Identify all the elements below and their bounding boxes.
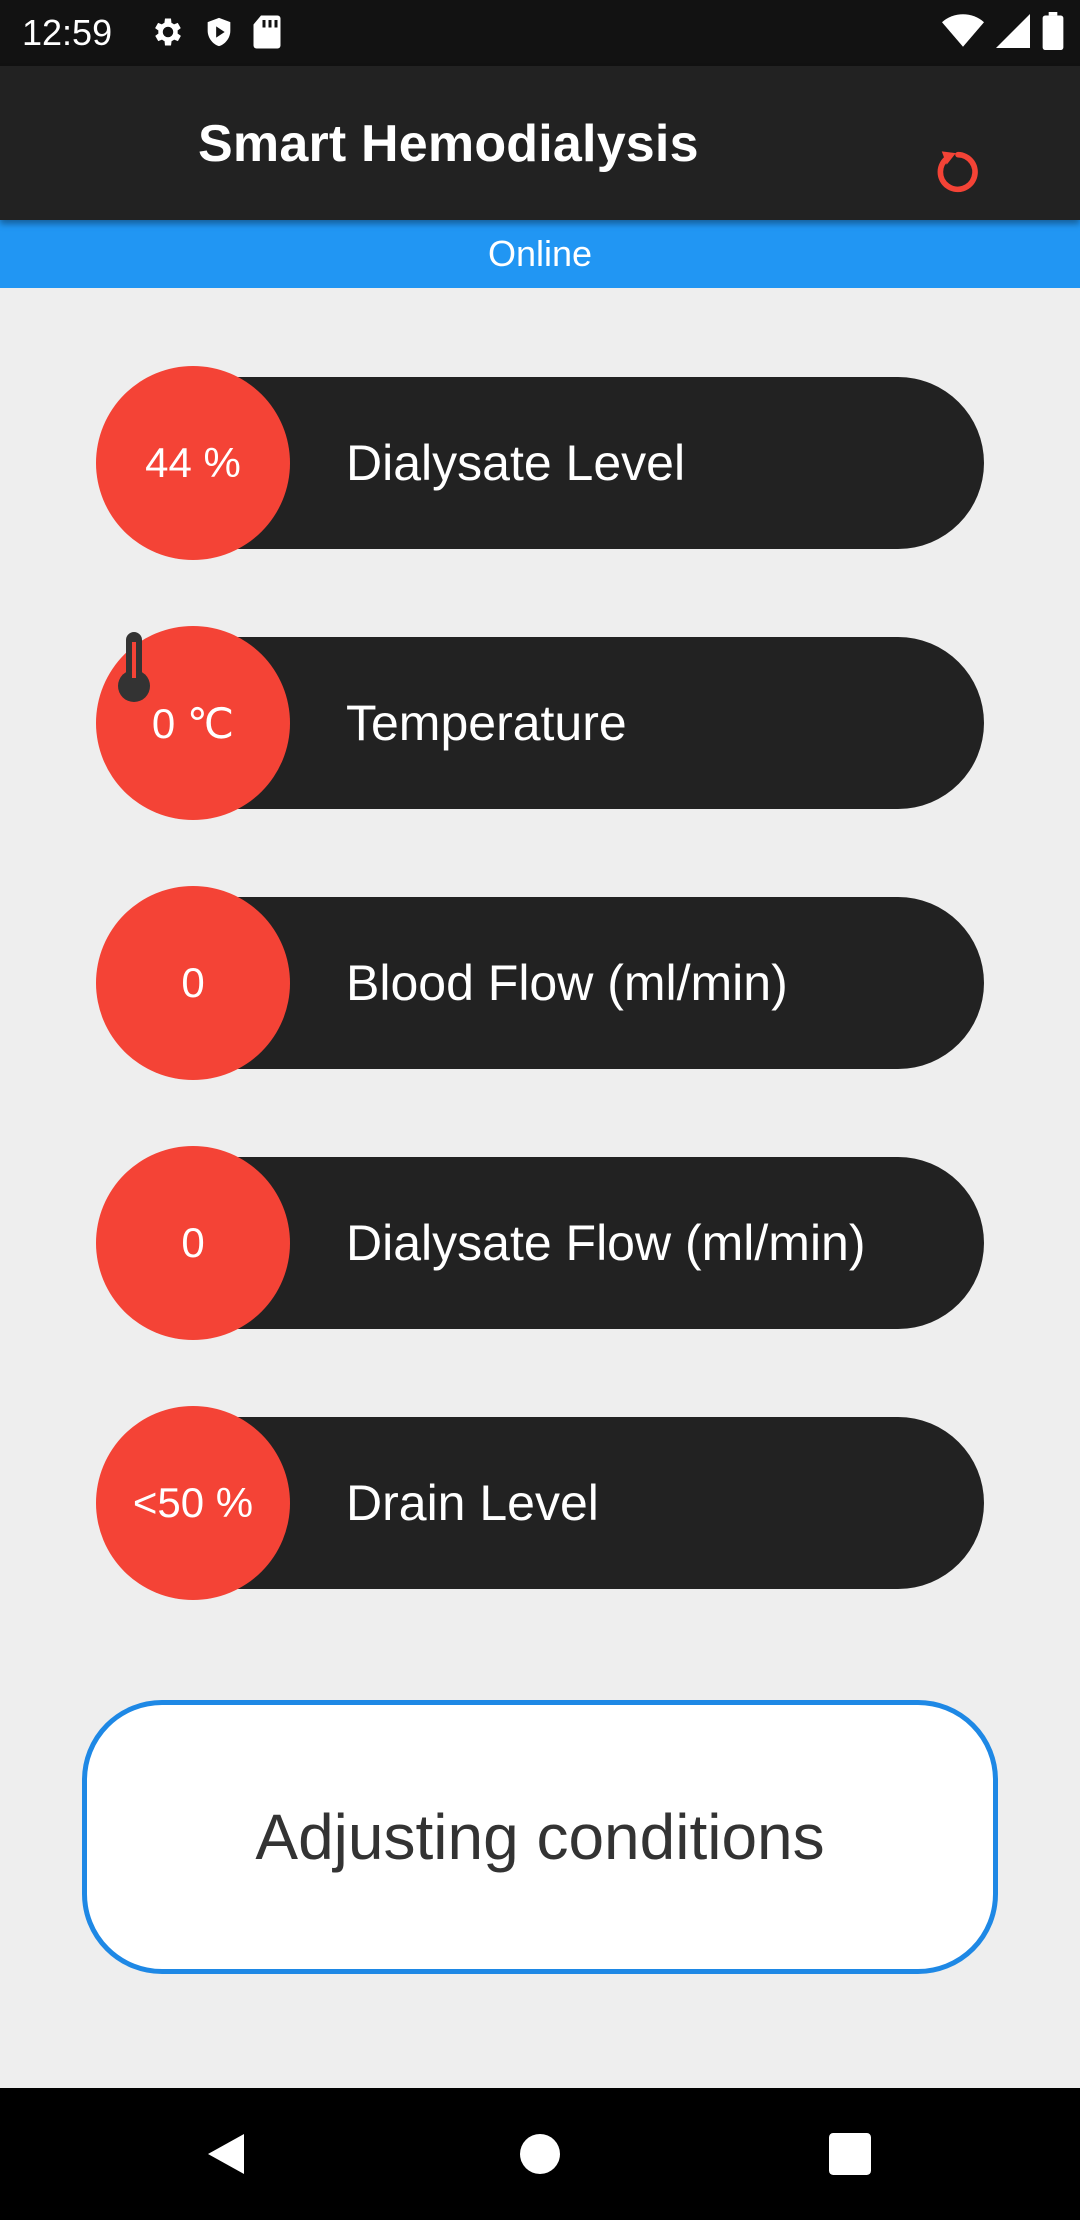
wifi-icon [942, 13, 984, 54]
metric-dialysate-level: 44 % Dialysate Level [96, 366, 984, 560]
back-button[interactable] [196, 2126, 256, 2186]
app-bar: Smart Hemodialysis [0, 66, 1080, 220]
page-title: Smart Hemodialysis [198, 115, 699, 173]
metric-value: 0 [181, 1219, 205, 1266]
metric-bar [216, 637, 984, 809]
home-button[interactable] [510, 2126, 570, 2186]
metric-value: <50 % [132, 1479, 254, 1526]
metric-label: Dialysate Level [346, 435, 686, 491]
home-icon [518, 2132, 562, 2181]
metric-label: Dialysate Flow (ml/min) [346, 1215, 866, 1271]
system-nav-bar [0, 2088, 1080, 2220]
back-icon [204, 2130, 248, 2183]
battery-icon [1042, 12, 1064, 55]
metric-value: 0 ℃ [151, 699, 235, 747]
shield-icon [202, 14, 236, 55]
metrics-panel: 44 % Dialysate Level 0 ℃ Temperature 0 B… [0, 288, 1080, 2088]
metric-value-badge: 44 % [96, 366, 290, 560]
recents-icon [829, 2132, 871, 2180]
metric-value-badge: <50 % [96, 1406, 290, 1600]
metric-blood-flow: 0 Blood Flow (ml/min) [96, 886, 984, 1080]
metric-value-badge: 0 [96, 886, 290, 1080]
status-bar: 12:59 [0, 0, 1080, 66]
metric-bar [216, 1417, 984, 1589]
connection-status-banner: Online [0, 220, 1080, 288]
metric-value-badge: 0 [96, 1146, 290, 1340]
status-time: 12:59 [22, 12, 113, 53]
metric-value: 44 % [145, 439, 241, 486]
metric-bar [216, 1157, 984, 1329]
status-icons-right [942, 12, 1064, 55]
connection-status-text: Online [487, 233, 593, 274]
refresh-button[interactable] [923, 139, 993, 209]
sd-card-icon [252, 14, 282, 55]
adjusting-conditions-label: Adjusting conditions [255, 1801, 825, 1873]
metric-label: Temperature [346, 695, 627, 751]
refresh-icon [932, 146, 984, 203]
thermometer-icon [114, 630, 154, 707]
metric-temperature: 0 ℃ Temperature [96, 626, 984, 820]
status-icons-left [150, 14, 282, 55]
recents-button[interactable] [820, 2126, 880, 2186]
metric-bar [216, 377, 984, 549]
metric-label: Drain Level [346, 1475, 599, 1531]
metric-bar [216, 897, 984, 1069]
metric-label: Blood Flow (ml/min) [346, 955, 788, 1011]
metric-dialysate-flow: 0 Dialysate Flow (ml/min) [96, 1146, 984, 1340]
adjusting-conditions-button[interactable]: Adjusting conditions [82, 1700, 998, 1974]
metric-value: 0 [181, 959, 205, 1006]
metric-drain-level: <50 % Drain Level [96, 1406, 984, 1600]
signal-icon [996, 13, 1030, 54]
gear-icon [150, 14, 186, 55]
